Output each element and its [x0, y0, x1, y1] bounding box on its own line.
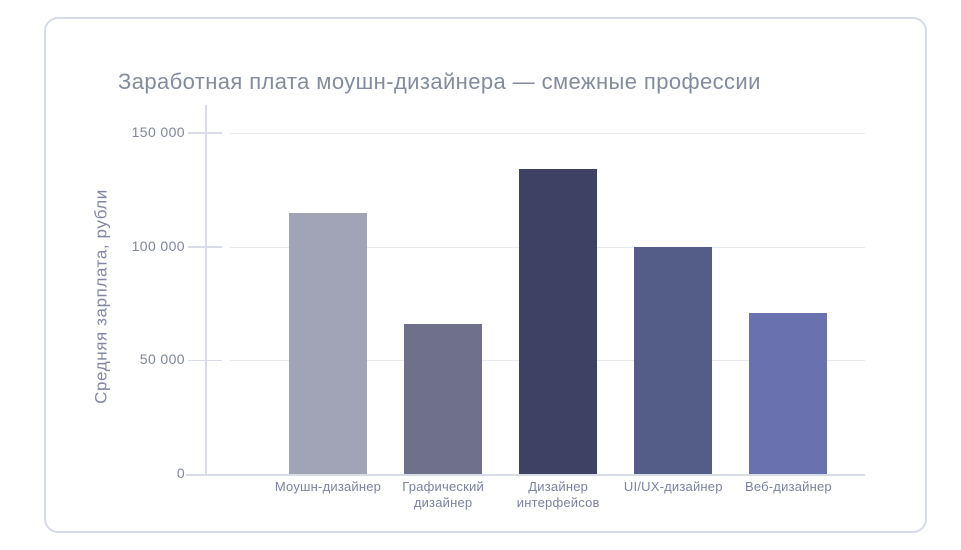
y-tick-label: 50 000 [139, 351, 185, 368]
y-tick-mark [188, 132, 222, 134]
y-axis-label: Средняя зарплата, рубли [91, 189, 111, 404]
x-category-label: UI/UX-дизайнер [623, 479, 723, 494]
chart-bar [404, 323, 483, 474]
chart-bar [749, 312, 828, 474]
x-category-label: Моушн-дизайнер [274, 479, 382, 494]
chart-bar [289, 212, 367, 474]
chart-card: Заработная плата моушн-дизайнера — смежн… [44, 17, 927, 533]
x-category-label: Графический дизайнер [402, 479, 484, 510]
x-category-label: Дизайнер интерфейсов [516, 479, 600, 510]
chart-title: Заработная плата моушн-дизайнера — смежн… [118, 69, 761, 94]
y-axis-line [205, 105, 207, 475]
x-axis-line [186, 474, 865, 476]
y-tick-label: 0 [176, 465, 185, 481]
y-tick-mark [188, 359, 222, 362]
chart-bar [519, 169, 598, 474]
gridline [230, 132, 865, 134]
chart-bar [634, 246, 713, 474]
y-tick-mark [188, 246, 222, 248]
y-tick-label: 150 000 [131, 123, 185, 140]
y-tick-label: 100 000 [131, 237, 185, 254]
x-category-label: Веб-дизайнер [744, 479, 832, 494]
